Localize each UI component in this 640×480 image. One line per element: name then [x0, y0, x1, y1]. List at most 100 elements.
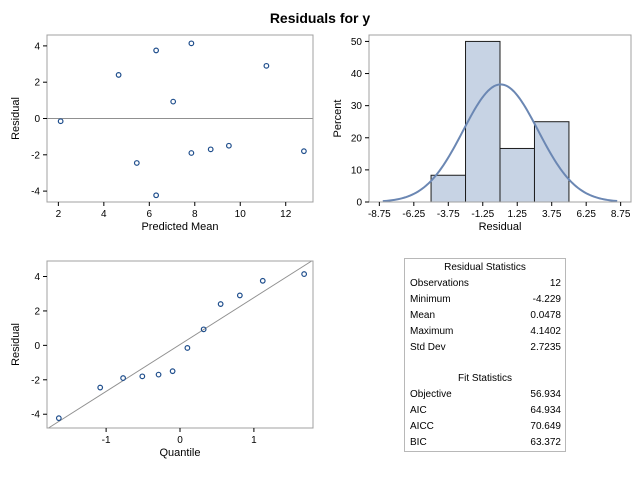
fit-row-aic: AIC 64.934 [405, 403, 565, 419]
x-tick-label: 6.25 [576, 209, 596, 220]
y-tick-label: -2 [31, 150, 40, 161]
x-axis-label: Quantile [160, 447, 201, 459]
y-tick-label: 0 [356, 198, 362, 209]
y-tick-label: 20 [351, 133, 363, 144]
y-tick-label: -4 [31, 187, 40, 198]
normal-density-curve [382, 83, 618, 203]
stat-label: Minimum [410, 294, 451, 305]
residual-point [139, 373, 146, 380]
residual-point [55, 415, 62, 422]
stat-value: 56.934 [530, 389, 561, 400]
x-tick-label: -6.25 [402, 209, 425, 220]
plot-frame [368, 34, 632, 203]
residual-point [236, 292, 243, 299]
residual-point [188, 150, 195, 156]
y-tick-label: 40 [351, 69, 363, 80]
residual-statistics-title: Residual Statistics [444, 262, 526, 273]
stat-value: 0.0478 [530, 310, 561, 321]
fit-statistics-title: Fit Statistics [458, 373, 512, 384]
stat-row-mean: Mean 0.0478 [405, 308, 565, 324]
residual-point [115, 72, 122, 78]
stat-value: 12 [549, 278, 561, 289]
page-title: Residuals for y [269, 10, 371, 26]
y-tick-label: 2 [34, 306, 40, 317]
stat-value: 2.7235 [530, 342, 561, 353]
histogram-bar [430, 174, 467, 203]
stat-label: AICC [410, 421, 434, 432]
x-tick-label: 0 [177, 435, 183, 446]
x-tick-label: 2 [56, 209, 62, 220]
residual-point [169, 368, 176, 375]
residual-point [259, 277, 266, 284]
stat-row-observations: Observations 12 [405, 276, 565, 292]
x-tick-label: 6 [147, 209, 153, 220]
y-tick-label: 10 [351, 165, 363, 176]
residual-point [153, 47, 160, 54]
residual-point [155, 371, 162, 378]
x-axis-label: Predicted Mean [141, 221, 218, 233]
stat-row-minimum: Minimum -4.229 [405, 292, 565, 308]
stat-label: Mean [410, 310, 436, 321]
residual-point [217, 301, 224, 307]
y-tick-label: 0 [34, 114, 40, 125]
residual-point [200, 326, 207, 333]
residual-point [57, 118, 64, 125]
stat-value: 70.649 [530, 421, 561, 432]
x-tick-label: -3.75 [437, 209, 460, 220]
y-tick-label: 4 [34, 41, 40, 52]
table-spacer [405, 356, 565, 370]
stat-value: 64.934 [530, 405, 561, 416]
stat-row-std-dev: Std Dev 2.7235 [405, 340, 565, 356]
stat-row-maximum: Maximum 4.1402 [405, 324, 565, 340]
stat-label: Objective [410, 389, 452, 400]
stat-label: Observations [410, 278, 469, 289]
residual-point [301, 271, 308, 277]
x-tick-label: 10 [235, 209, 247, 220]
x-tick-label: -1.25 [471, 209, 494, 220]
stat-value: 4.1402 [530, 326, 561, 337]
x-tick-label: -1 [102, 435, 111, 446]
residual-point [301, 148, 307, 155]
y-tick-label: 0 [34, 341, 40, 352]
stat-label: Maximum [410, 326, 454, 337]
residual-point [170, 98, 177, 105]
y-tick-label: -2 [31, 375, 40, 386]
y-axis-label: Residual [10, 97, 22, 140]
y-tick-label: 4 [34, 272, 40, 283]
x-tick-label: 1.25 [508, 209, 528, 220]
fit-row-bic: BIC 63.372 [405, 435, 565, 451]
y-tick-label: 50 [351, 37, 363, 48]
x-tick-label: 3.75 [542, 209, 562, 220]
x-tick-label: 8.75 [611, 209, 631, 220]
y-tick-label: -4 [31, 410, 40, 421]
x-tick-label: 4 [101, 209, 107, 220]
y-axis-label: Percent [332, 100, 344, 138]
x-tick-label: 1 [251, 435, 257, 446]
stat-label: Std Dev [410, 342, 446, 353]
residual-point [263, 62, 270, 69]
y-axis-label: Residual [10, 323, 22, 366]
histogram-bar [499, 147, 535, 203]
stat-value: -4.229 [532, 294, 561, 305]
y-tick-label: 30 [351, 101, 363, 112]
x-axis-label: Residual [479, 221, 522, 233]
stat-label: BIC [410, 437, 427, 448]
y-tick-label: 2 [34, 78, 40, 89]
normal-reference-line [48, 260, 312, 429]
histogram-bar [465, 40, 501, 203]
x-tick-label: 8 [192, 209, 198, 220]
residual-point [120, 375, 127, 381]
residual-point [225, 142, 232, 149]
residual-point [184, 345, 191, 351]
residual-point [97, 384, 104, 391]
x-tick-label: 12 [280, 209, 292, 220]
residual-point [207, 146, 214, 153]
residual-point [133, 160, 140, 166]
stat-label: AIC [410, 405, 427, 416]
x-tick-label: -8.75 [368, 209, 391, 220]
fit-row-objective: Objective 56.934 [405, 387, 565, 403]
residual-point [153, 192, 160, 199]
